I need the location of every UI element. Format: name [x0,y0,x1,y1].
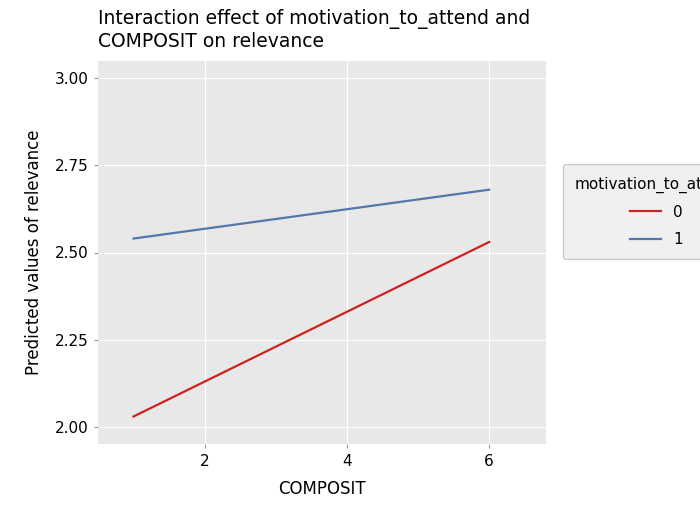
Line: 1: 1 [134,190,489,238]
Y-axis label: Predicted values of relevance: Predicted values of relevance [25,130,43,375]
Legend: 0, 1: 0, 1 [563,164,700,259]
0 [485,239,494,245]
Text: Interaction effect of motivation_to_attend and
COMPOSIT on relevance: Interaction effect of motivation_to_atte… [98,9,531,50]
1 [130,235,138,241]
X-axis label: COMPOSIT: COMPOSIT [278,480,366,498]
Line: 0: 0 [134,242,489,417]
1 [485,187,494,193]
0 [130,414,138,420]
